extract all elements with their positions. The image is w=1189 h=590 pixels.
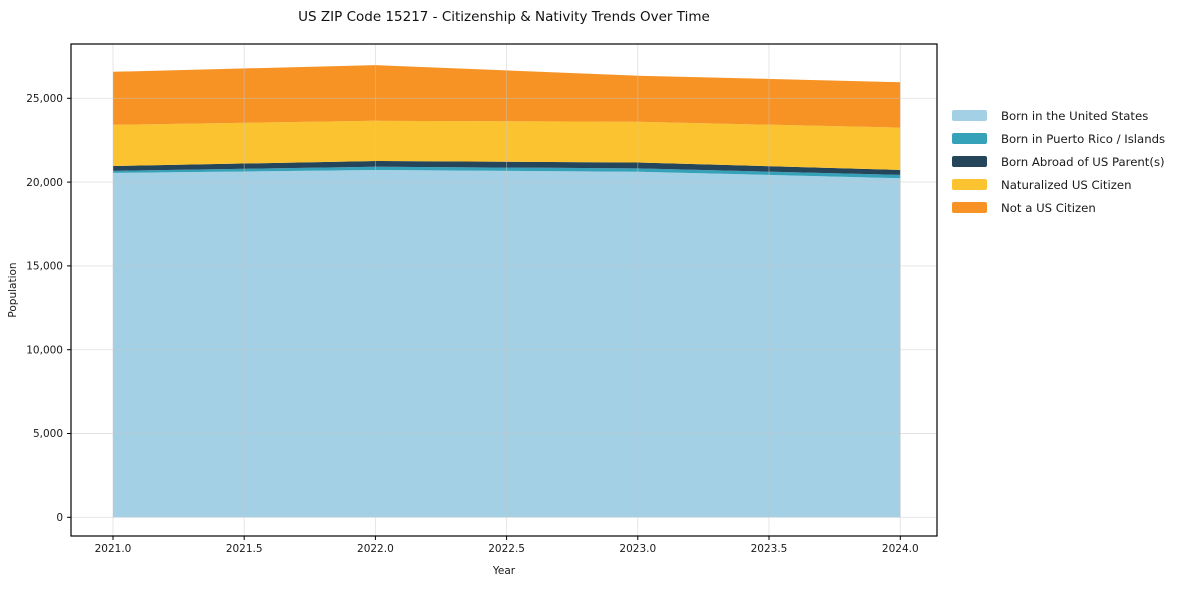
legend-label-born-in-the-united-states: Born in the United States xyxy=(1001,108,1149,123)
legend-label-not-a-us-citizen: Not a US Citizen xyxy=(1001,200,1096,215)
x-axis-label: Year xyxy=(492,565,516,577)
legend-item-not-a-us-citizen: Not a US Citizen xyxy=(952,196,1165,219)
legend-item-naturalized-us-citizen: Naturalized US Citizen xyxy=(952,173,1165,196)
y-tick-label: 0 xyxy=(56,512,63,524)
x-tick-label: 2021.0 xyxy=(95,543,132,555)
x-tick-label: 2022.5 xyxy=(488,543,525,555)
legend-label-naturalized-us-citizen: Naturalized US Citizen xyxy=(1001,177,1132,192)
area-born-in-puerto-rico-islands xyxy=(113,166,901,179)
legend-swatch-not-a-us-citizen xyxy=(952,202,987,213)
legend-swatch-naturalized-us-citizen xyxy=(952,179,987,190)
y-tick-label: 25,000 xyxy=(26,93,63,105)
legend-swatch-born-in-the-united-states xyxy=(952,110,987,121)
y-tick-label: 10,000 xyxy=(26,344,63,356)
y-axis-label: Population xyxy=(7,262,19,318)
y-tick-label: 5,000 xyxy=(33,428,63,440)
legend-item-born-in-the-united-states: Born in the United States xyxy=(952,104,1165,127)
x-tick-label: 2023.5 xyxy=(751,543,788,555)
y-tick-label: 15,000 xyxy=(26,261,63,273)
legend-swatch-born-in-puerto-rico-islands xyxy=(952,133,987,144)
legend-label-born-in-puerto-rico-islands: Born in Puerto Rico / Islands xyxy=(1001,131,1166,146)
x-tick-label: 2022.0 xyxy=(357,543,394,555)
legend-swatch-born-abroad-of-us-parent-s xyxy=(952,156,987,167)
area-born-abroad-of-us-parent-s xyxy=(113,161,901,175)
legend-item-born-abroad-of-us-parent-s: Born Abroad of US Parent(s) xyxy=(952,150,1165,173)
legend-label-born-abroad-of-us-parent-s: Born Abroad of US Parent(s) xyxy=(1001,154,1165,169)
x-tick-label: 2023.0 xyxy=(619,543,656,555)
x-tick-label: 2024.0 xyxy=(882,543,919,555)
legend-item-born-in-puerto-rico-islands: Born in Puerto Rico / Islands xyxy=(952,127,1165,150)
plot-border xyxy=(70,43,938,537)
y-tick-label: 20,000 xyxy=(26,177,63,189)
chart-title: US ZIP Code 15217 - Citizenship & Nativi… xyxy=(298,9,710,25)
x-tick-label: 2021.5 xyxy=(226,543,263,555)
legend: Born in the United States Born in Puerto … xyxy=(952,104,1165,219)
